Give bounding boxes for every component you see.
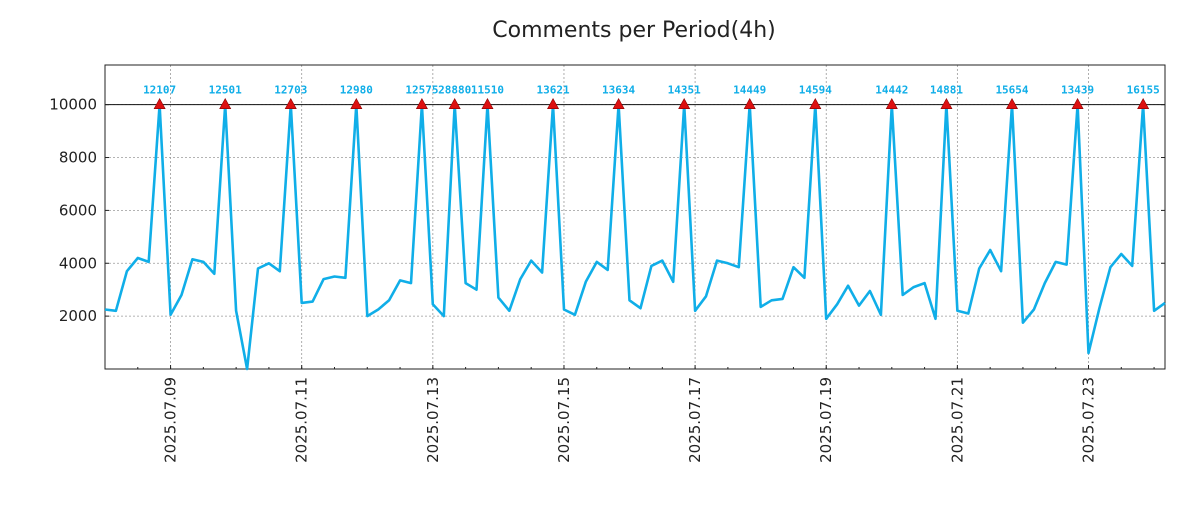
- peak-value-label: 13621: [536, 84, 569, 97]
- peak-marker: [1071, 98, 1084, 109]
- peak-marker: [284, 98, 297, 109]
- x-tick-label: 2025.07.13: [424, 377, 442, 463]
- peak-marker: [481, 98, 494, 109]
- peak-value-label: 11510: [471, 84, 504, 97]
- x-tick-label: 2025.07.15: [555, 377, 573, 463]
- axis-layer: 2000 4000 6000 8000 10000 2025.07.09 2025.07.1…: [49, 64, 1166, 463]
- peak-marker: [612, 98, 625, 109]
- series-layer: [104, 103, 1166, 371]
- peak-value-label: 12501: [209, 84, 242, 97]
- peak-value-label: 12107: [143, 84, 176, 97]
- peak-marker: [415, 98, 428, 109]
- chart-title: Comments per Period(4h): [492, 18, 776, 43]
- peak-value-label: 14442: [875, 84, 908, 97]
- peak-value-label: 12575: [405, 84, 438, 97]
- peak-marker: [219, 98, 232, 109]
- comments-series-line: [104, 103, 1166, 371]
- peak-value-label: 13634: [602, 84, 635, 97]
- peak-value-label: 14594: [799, 84, 832, 97]
- y-tick-label: 10000: [49, 96, 97, 114]
- peak-marker: [940, 98, 953, 109]
- peak-marker-layer: [153, 98, 1150, 109]
- x-tick-label: 2025.07.09: [162, 377, 180, 463]
- peak-marker: [678, 98, 691, 109]
- peak-value-label: 13439: [1061, 84, 1094, 97]
- peak-value-label: 16155: [1127, 84, 1160, 97]
- y-tick-label: 8000: [59, 149, 97, 167]
- x-tick-label: 2025.07.19: [817, 377, 835, 463]
- peak-value-label: 12703: [274, 84, 307, 97]
- plot-frame: [104, 64, 1166, 370]
- peak-marker: [809, 98, 822, 109]
- peak-marker: [547, 98, 560, 109]
- peak-marker: [350, 98, 363, 109]
- peak-value-label: 14881: [930, 84, 963, 97]
- peak-marker: [153, 98, 166, 109]
- peak-value-label: 14351: [668, 84, 701, 97]
- peak-value-label: 15654: [995, 84, 1028, 97]
- peak-value-label: 12980: [340, 84, 373, 97]
- x-tick-label: 2025.07.11: [293, 377, 311, 463]
- peak-marker: [1006, 98, 1019, 109]
- peak-marker: [1137, 98, 1150, 109]
- peak-label-layer: 12107 12501 12703 12980 12575 28880 11510 13621…: [143, 84, 1160, 97]
- peak-marker: [885, 98, 898, 109]
- y-tick-label: 6000: [59, 201, 97, 219]
- x-tick-label: 2025.07.17: [686, 377, 704, 463]
- peak-marker: [743, 98, 756, 109]
- peak-value-label: 28880: [438, 84, 471, 97]
- grid-layer: [105, 65, 1165, 369]
- y-tick-label: 2000: [59, 307, 97, 325]
- y-tick-label: 4000: [59, 254, 97, 272]
- x-tick-label: 2025.07.21: [948, 377, 966, 463]
- peak-marker: [448, 98, 461, 109]
- x-tick-label: 2025.07.23: [1080, 377, 1098, 463]
- peak-value-label: 14449: [733, 84, 766, 97]
